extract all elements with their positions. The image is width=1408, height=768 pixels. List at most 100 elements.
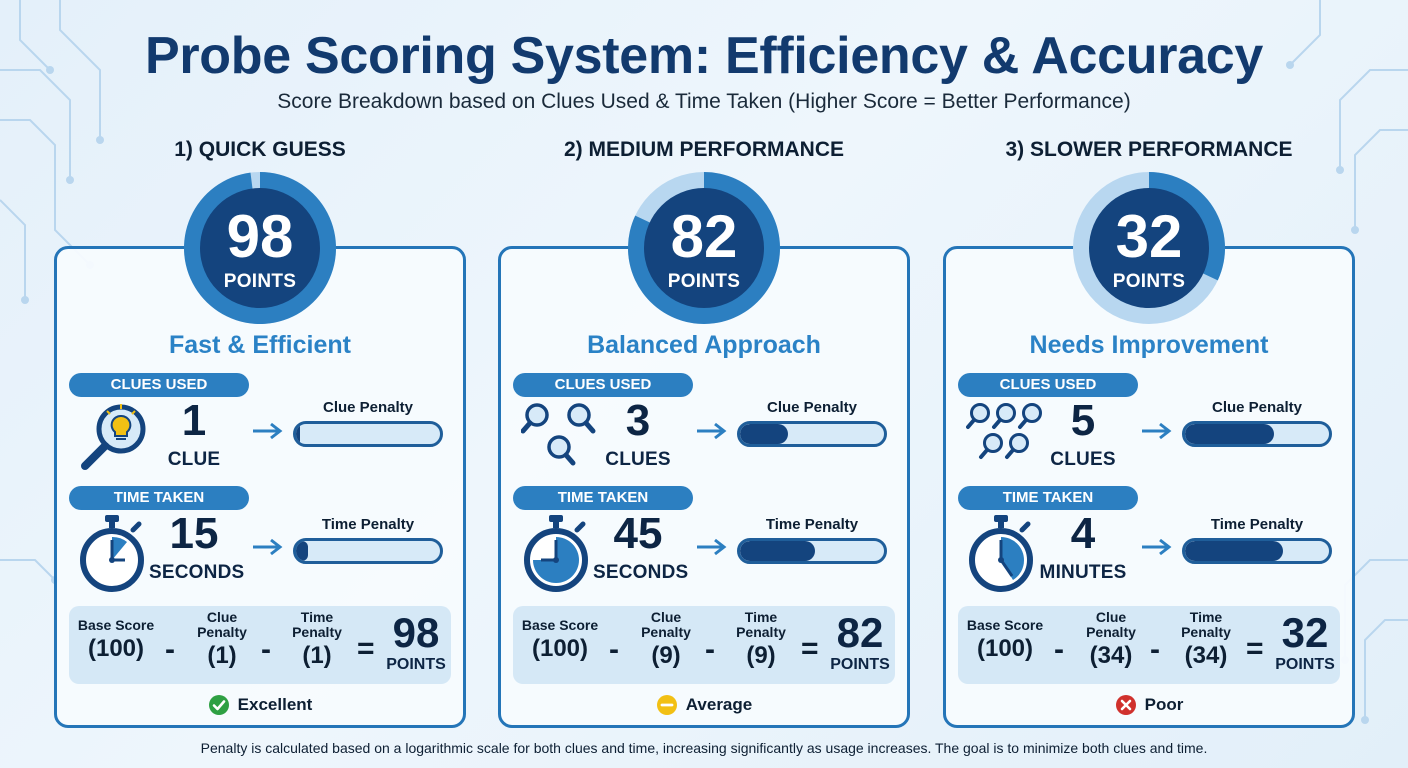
clues-metric: 1 CLUE	[149, 399, 239, 471]
formula-clue-label-2: Penalty	[197, 624, 247, 640]
arrow-right-icon	[1142, 422, 1172, 440]
formula-time-penalty: Time Penalty (9)	[723, 610, 799, 670]
formula-base-value: (100)	[976, 635, 1034, 662]
clue-penalty-fill	[1185, 424, 1275, 444]
rating-label: Average	[685, 695, 753, 714]
formula-result: 98 POINTS	[375, 612, 457, 674]
formula-equals: =	[357, 632, 375, 665]
formula-clue-label-2: Penalty	[1086, 624, 1136, 640]
rating-label: Poor	[1144, 695, 1184, 714]
footer-note: Penalty is calculated based on a logarit…	[200, 740, 1208, 756]
score-display: 98 POINTS	[180, 168, 340, 328]
check-circle-icon	[208, 695, 229, 715]
clue-penalty-bar	[293, 421, 443, 447]
time-penalty-label: Time Penalty	[321, 516, 415, 533]
clue-penalty-label: Clue Penalty	[322, 399, 414, 416]
formula-time-value: (34)	[1184, 642, 1228, 669]
clues-metric: 3 CLUES	[593, 399, 683, 471]
formula-clue-label-1: Clue	[1095, 609, 1127, 625]
formula-minus: -	[1150, 633, 1160, 666]
formula-minus: -	[261, 633, 271, 666]
rating: Average	[501, 692, 907, 718]
score-value: 32	[1115, 203, 1183, 270]
time-metric: 15 SECONDS	[149, 512, 245, 584]
formula-clue-label-2: Penalty	[641, 624, 691, 640]
formula-result-unit: POINTS	[386, 656, 446, 673]
formula-minus: -	[609, 633, 619, 666]
three-magnifiers-icon	[521, 403, 596, 466]
time-unit: SECONDS	[149, 562, 245, 583]
time-value: 45	[613, 509, 663, 558]
stopwatch-icon	[80, 515, 144, 592]
formula-result: 32 POINTS	[1264, 612, 1346, 674]
score-unit: POINTS	[223, 271, 297, 292]
formula-time-label-2: Penalty	[292, 624, 342, 640]
score-formula: Base Score (100) - Clue Penalty (1) - Ti…	[69, 606, 451, 684]
formula-time-penalty: Time Penalty (1)	[279, 610, 355, 670]
score-unit: POINTS	[667, 271, 741, 292]
formula-clue-label-1: Clue	[206, 609, 238, 625]
formula-base: Base Score (100)	[513, 618, 607, 663]
x-circle-icon	[1115, 695, 1136, 715]
clues-metric: 5 CLUES	[1038, 399, 1128, 471]
rating: Excellent	[57, 692, 463, 718]
formula-clue-value: (1)	[207, 642, 237, 669]
arrow-right-icon	[1142, 538, 1172, 556]
clues-used-label: CLUES USED	[69, 373, 249, 397]
time-penalty-fill	[296, 541, 308, 561]
formula-result-unit: POINTS	[830, 656, 890, 673]
time-penalty-fill	[1185, 541, 1283, 561]
score-value: 98	[226, 203, 294, 270]
scenario-title: Needs Improvement	[1029, 331, 1269, 359]
scenario-card: Balanced Approach CLUES USED 3 CLUES Clu…	[498, 246, 910, 728]
formula-clue-value: (34)	[1089, 642, 1133, 669]
formula-clue-penalty: Clue Penalty (9)	[628, 610, 704, 670]
clues-unit: CLUES	[1050, 449, 1116, 470]
scenario-title: Balanced Approach	[587, 331, 821, 359]
scenario-quick-guess: 1) QUICK GUESS Fast & Efficient CLUES US…	[54, 136, 466, 736]
clues-count: 1	[181, 396, 207, 445]
formula-base-value: (100)	[87, 635, 145, 662]
formula-clue-label-1: Clue	[650, 609, 682, 625]
formula-time-value: (1)	[302, 642, 332, 669]
stopwatch-icon	[524, 515, 588, 592]
formula-time-label-2: Penalty	[1181, 624, 1231, 640]
time-value: 4	[1070, 509, 1096, 558]
formula-time-label-1: Time	[1189, 609, 1223, 625]
formula-equals: =	[1246, 632, 1264, 665]
clue-penalty-fill	[740, 424, 788, 444]
clue-penalty-fill	[296, 424, 301, 444]
score-ring	[184, 172, 337, 324]
five-magnifiers-icon	[966, 403, 1042, 459]
arrow-right-icon	[253, 422, 283, 440]
clues-unit: CLUE	[167, 449, 221, 470]
arrow-right-icon	[697, 422, 727, 440]
clues-count: 3	[625, 396, 651, 445]
formula-minus: -	[705, 633, 715, 666]
formula-time-label-1: Time	[300, 609, 334, 625]
time-unit: MINUTES	[1039, 562, 1127, 583]
arrow-right-icon	[253, 538, 283, 556]
clues-used-label: CLUES USED	[958, 373, 1138, 397]
formula-minus: -	[1054, 633, 1064, 666]
formula-base-label: Base Score	[966, 617, 1044, 633]
formula-result-value: 32	[1281, 609, 1329, 656]
formula-result: 82 POINTS	[819, 612, 901, 674]
time-penalty-label: Time Penalty	[1210, 516, 1304, 533]
clues-unit: CLUES	[605, 449, 671, 470]
formula-equals: =	[801, 632, 819, 665]
time-taken-label: TIME TAKEN	[69, 486, 249, 510]
score-ring	[627, 172, 780, 324]
scenario-heading: 1) QUICK GUESS	[174, 138, 346, 161]
scenario-slower-performance: 3) SLOWER PERFORMANCE Needs Improvement …	[943, 136, 1355, 736]
time-unit: SECONDS	[593, 562, 689, 583]
clue-penalty-label: Clue Penalty	[766, 399, 858, 416]
scenario-medium-performance: 2) MEDIUM PERFORMANCE Balanced Approach …	[498, 136, 910, 736]
time-metric: 4 MINUTES	[1038, 512, 1128, 584]
formula-time-label-1: Time	[744, 609, 778, 625]
page-title: Probe Scoring System: Efficiency & Accur…	[144, 27, 1264, 85]
formula-base-label: Base Score	[77, 617, 155, 633]
formula-time-value: (9)	[746, 642, 776, 669]
formula-time-penalty: Time Penalty (34)	[1168, 610, 1244, 670]
score-display: 32 POINTS	[1069, 168, 1229, 328]
